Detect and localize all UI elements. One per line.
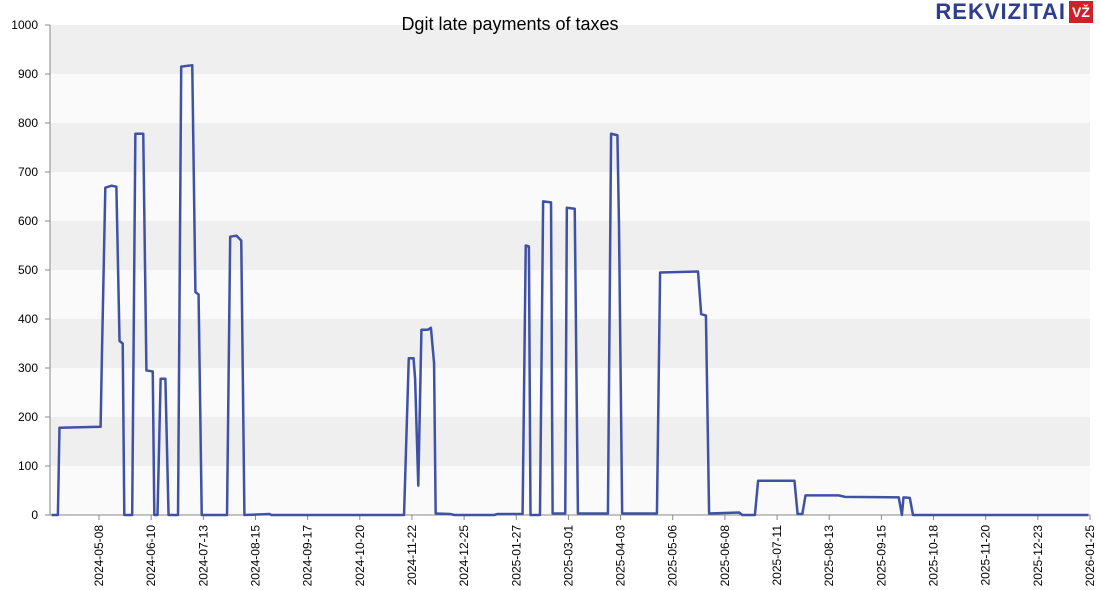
grid-band — [50, 221, 1090, 270]
chart-title: Dgit late payments of taxes — [401, 14, 618, 34]
line-series — [51, 63, 1089, 517]
x-tick-label: 2024-07-13 — [196, 525, 210, 587]
x-tick-label: 2025-04-03 — [614, 525, 628, 587]
y-tick-label: 0 — [31, 508, 38, 522]
y-tick-label: 500 — [18, 263, 38, 277]
x-tick-label: 2025-03-01 — [561, 525, 575, 587]
logo-brand: REKVIZITAI — [935, 0, 1066, 24]
x-tick-label: 2024-12-25 — [457, 525, 471, 587]
y-tick-label: 400 — [18, 312, 38, 326]
x-tick-label: 2024-08-15 — [248, 525, 262, 587]
x-tick-label: 2026-01-25 — [1083, 525, 1097, 587]
x-tick-label: 2025-12-23 — [1031, 525, 1045, 587]
x-tick-label: 2025-10-18 — [927, 525, 941, 587]
grid-band — [50, 25, 1090, 74]
x-tick-label: 2025-01-27 — [509, 525, 523, 587]
x-tick-label: 2025-08-13 — [822, 525, 836, 587]
y-tick-label: 900 — [18, 67, 38, 81]
x-tick-label: 2025-07-11 — [770, 525, 784, 586]
x-tick-label: 2024-09-17 — [301, 525, 315, 587]
y-tick-label: 100 — [18, 459, 38, 473]
grid-band — [50, 319, 1090, 368]
x-tick-label: 2024-05-08 — [92, 525, 106, 587]
y-tick-label: 700 — [18, 165, 38, 179]
x-tick-label: 2024-06-10 — [144, 525, 158, 587]
x-tick-label: 2024-10-20 — [353, 525, 367, 587]
grid-band — [50, 417, 1090, 466]
logo-badge: VŽ — [1072, 3, 1090, 20]
x-tick-label: 2025-11-20 — [979, 525, 993, 586]
x-tick-label: 2025-05-06 — [666, 525, 680, 587]
logo-badge-box — [1069, 1, 1093, 23]
x-tick-label: 2025-09-15 — [874, 525, 888, 587]
y-tick-label: 800 — [18, 116, 38, 130]
grid-band — [50, 123, 1090, 172]
y-tick-label: 1000 — [11, 18, 38, 32]
x-tick-label: 2024-11-22 — [405, 525, 419, 586]
bands — [50, 25, 1090, 515]
x-tick-label: 2025-06-08 — [718, 525, 732, 587]
y-tick-label: 600 — [18, 214, 38, 228]
y-tick-label: 200 — [18, 410, 38, 424]
y-tick-label: 300 — [18, 361, 38, 375]
